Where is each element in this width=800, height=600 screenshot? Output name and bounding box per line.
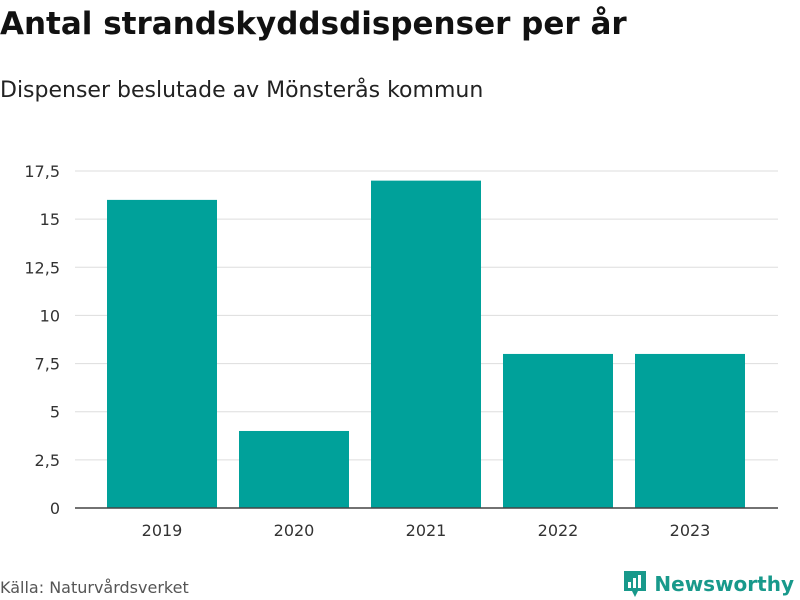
bars: [107, 180, 745, 508]
bar-2022: [503, 353, 613, 508]
x-tick-label: 2023: [670, 521, 711, 540]
bar-chart: 0 2,5 5 7,5 10 12,5 15 17,5 2019 2020 2021 2022 202…: [24, 162, 778, 540]
newsworthy-logo-icon: [624, 571, 647, 597]
x-tick-label: 2019: [142, 521, 183, 540]
y-tick-label: 15: [40, 210, 60, 229]
bar-2020: [239, 430, 349, 508]
y-tick-label: 17,5: [24, 162, 60, 181]
bar-2021: [371, 180, 481, 508]
bar-2019: [107, 199, 217, 508]
y-tick-label: 10: [40, 306, 60, 325]
brand-logo: Newsworthy: [622, 569, 794, 599]
brand-name: Newsworthy: [654, 572, 794, 596]
y-tick-label: 0: [50, 499, 60, 518]
y-axis-labels: 0 2,5 5 7,5 10 12,5 15 17,5: [24, 162, 60, 518]
x-tick-label: 2021: [406, 521, 447, 540]
y-tick-label: 2,5: [35, 451, 60, 470]
source-note: Källa: Naturvårdsverket: [0, 578, 189, 597]
chart-title: Antal strandskyddsdispenser per år: [0, 6, 627, 42]
x-axis-labels: 2019 2020 2021 2022 2023: [142, 521, 711, 540]
chart-subtitle: Dispenser beslutade av Mönsterås kommun: [0, 78, 484, 103]
x-tick-label: 2020: [274, 521, 315, 540]
x-tick-label: 2022: [538, 521, 579, 540]
bar-2023: [635, 353, 745, 508]
y-tick-label: 12,5: [24, 258, 60, 277]
y-tick-label: 7,5: [35, 355, 60, 374]
y-tick-label: 5: [50, 403, 60, 422]
